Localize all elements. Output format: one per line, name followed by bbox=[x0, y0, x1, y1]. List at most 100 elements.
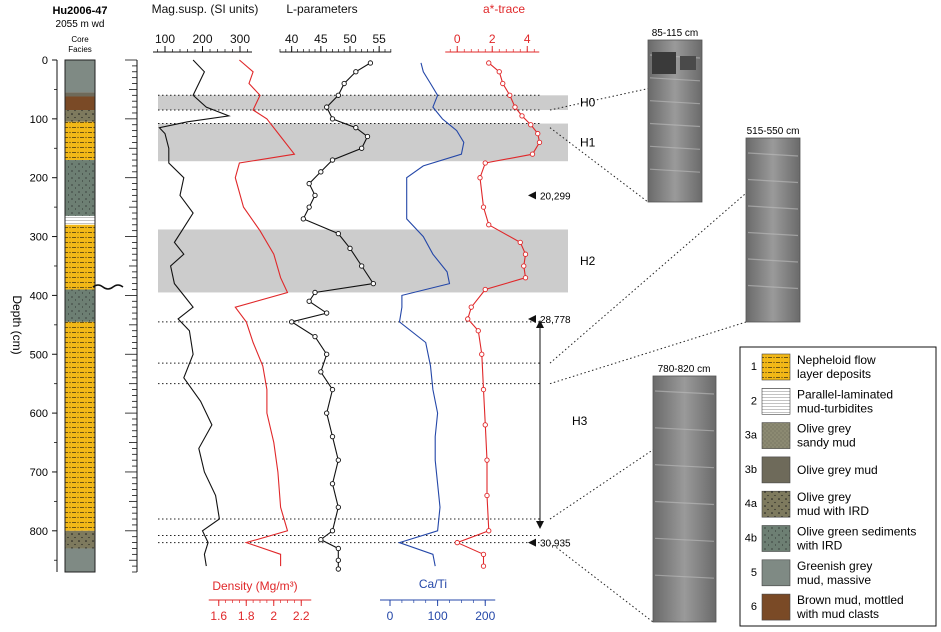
photo-leader bbox=[549, 321, 747, 385]
mag-tick-label: 100 bbox=[155, 32, 175, 46]
photo-lamina bbox=[654, 464, 715, 469]
core-segment bbox=[65, 121, 95, 161]
core-segment bbox=[65, 530, 95, 549]
cati-bottom-tick-label: 0 bbox=[387, 609, 394, 623]
lpar-point bbox=[324, 410, 330, 416]
lpar-point bbox=[335, 230, 341, 237]
depth-tick-label: 200 bbox=[30, 173, 48, 185]
astar-point bbox=[522, 251, 529, 257]
event-label: H0 bbox=[580, 96, 596, 110]
age-arrow bbox=[528, 314, 536, 323]
photo-lamina bbox=[747, 231, 799, 237]
lpar-axis-label: L-parameters bbox=[286, 2, 357, 16]
secondary-depth-scale bbox=[125, 59, 138, 573]
depth-tick-label: 800 bbox=[30, 526, 48, 538]
photo-clast bbox=[680, 56, 696, 70]
astar-tick-label: 2 bbox=[489, 32, 496, 46]
density-axis-label: Density (Mg/m³) bbox=[212, 579, 297, 593]
lpar-point bbox=[364, 133, 371, 140]
event-band bbox=[158, 95, 568, 111]
legend-text: Olive green sediments bbox=[797, 525, 916, 539]
age-label: 28,778 bbox=[540, 315, 571, 326]
core-column-label: Core bbox=[71, 35, 89, 44]
legend-text: layer deposits bbox=[797, 367, 871, 381]
photo-lamina bbox=[654, 574, 715, 579]
astar-point bbox=[512, 104, 518, 110]
lpar-point bbox=[312, 192, 318, 199]
astar-point bbox=[521, 263, 527, 269]
age-arrow bbox=[528, 538, 536, 547]
event-label: H1 bbox=[580, 135, 596, 149]
photo-leader bbox=[549, 192, 747, 364]
photo-clast bbox=[652, 52, 676, 74]
density-bottom-tick-label: 2.2 bbox=[293, 609, 310, 623]
core-segment bbox=[65, 92, 95, 97]
legend-text: with mud clasts bbox=[796, 607, 879, 621]
depth-tick-label: 0 bbox=[42, 55, 48, 67]
proxy-curves bbox=[158, 59, 543, 572]
heinrich-event-bands: H0 H1 H2 H3 bbox=[158, 94, 596, 544]
astar-axis-label: a*-trace bbox=[483, 2, 525, 16]
lpar-tick-label: 45 bbox=[314, 32, 328, 46]
lpar-point bbox=[312, 333, 318, 340]
lpar-point bbox=[306, 204, 312, 210]
legend-text: Olive grey bbox=[797, 422, 851, 436]
event-label: H2 bbox=[580, 254, 596, 268]
legend-text: mud-turbidites bbox=[797, 401, 873, 415]
core-break-mark bbox=[92, 284, 124, 290]
core-segment bbox=[65, 160, 95, 216]
astar-point bbox=[519, 113, 525, 119]
core-photo bbox=[745, 137, 801, 323]
legend-swatch bbox=[761, 387, 791, 415]
lpar-tick-label: 50 bbox=[343, 32, 357, 46]
astar-point bbox=[482, 160, 488, 166]
core-photos: 85-115 cm 515-550 cm 780-820 cm bbox=[549, 28, 801, 623]
lpar-point bbox=[359, 145, 365, 151]
depth-tick-label: 500 bbox=[30, 349, 48, 361]
lpar-point bbox=[312, 289, 318, 296]
photo-leader bbox=[549, 127, 649, 203]
astar-point bbox=[475, 328, 481, 334]
core-name: Hu2006-47 bbox=[52, 5, 107, 17]
astar-point bbox=[522, 275, 529, 281]
lpar-point bbox=[335, 545, 341, 552]
lpar-point bbox=[335, 504, 341, 510]
legend-swatch bbox=[761, 456, 791, 484]
event-label: H3 bbox=[572, 414, 588, 428]
age-label: 30,935 bbox=[540, 539, 571, 550]
lpar-point bbox=[353, 69, 359, 75]
photo-lamina bbox=[649, 145, 701, 150]
photo-lamina bbox=[654, 390, 715, 395]
core-log bbox=[64, 59, 96, 573]
facies-column-label: Facies bbox=[68, 45, 92, 54]
lpar-tick-label: 40 bbox=[285, 32, 299, 46]
astar-point bbox=[480, 563, 487, 569]
lpar-point bbox=[329, 433, 336, 440]
core-segment bbox=[65, 289, 95, 322]
astar-point bbox=[484, 457, 490, 463]
cati-bottom-tick-label: 100 bbox=[428, 609, 448, 623]
photo-lamina bbox=[747, 284, 799, 290]
legend-number: 6 bbox=[751, 601, 757, 613]
photo-lamina bbox=[649, 168, 701, 173]
lpar-point bbox=[335, 457, 341, 463]
core-water-depth: 2055 m wd bbox=[56, 19, 105, 30]
legend-number: 3b bbox=[745, 464, 757, 476]
astar-point bbox=[468, 304, 474, 310]
event-band bbox=[158, 123, 568, 162]
depth-tick-label: 700 bbox=[30, 467, 48, 479]
density-bottom-tick-label: 1.6 bbox=[210, 609, 227, 623]
core-outline bbox=[64, 59, 96, 573]
density-bottom-tick-label: 1.8 bbox=[238, 609, 255, 623]
legend-text: Greenish grey bbox=[797, 559, 872, 573]
depth-tick-label: 100 bbox=[30, 114, 48, 126]
astar-point bbox=[482, 422, 488, 428]
core-segment bbox=[65, 224, 95, 290]
lpar-point bbox=[370, 280, 376, 287]
mag-tick-label: 300 bbox=[230, 32, 250, 46]
lpar-point bbox=[335, 92, 341, 98]
legend-text: with IRD bbox=[796, 539, 843, 553]
astar-point bbox=[536, 139, 543, 146]
